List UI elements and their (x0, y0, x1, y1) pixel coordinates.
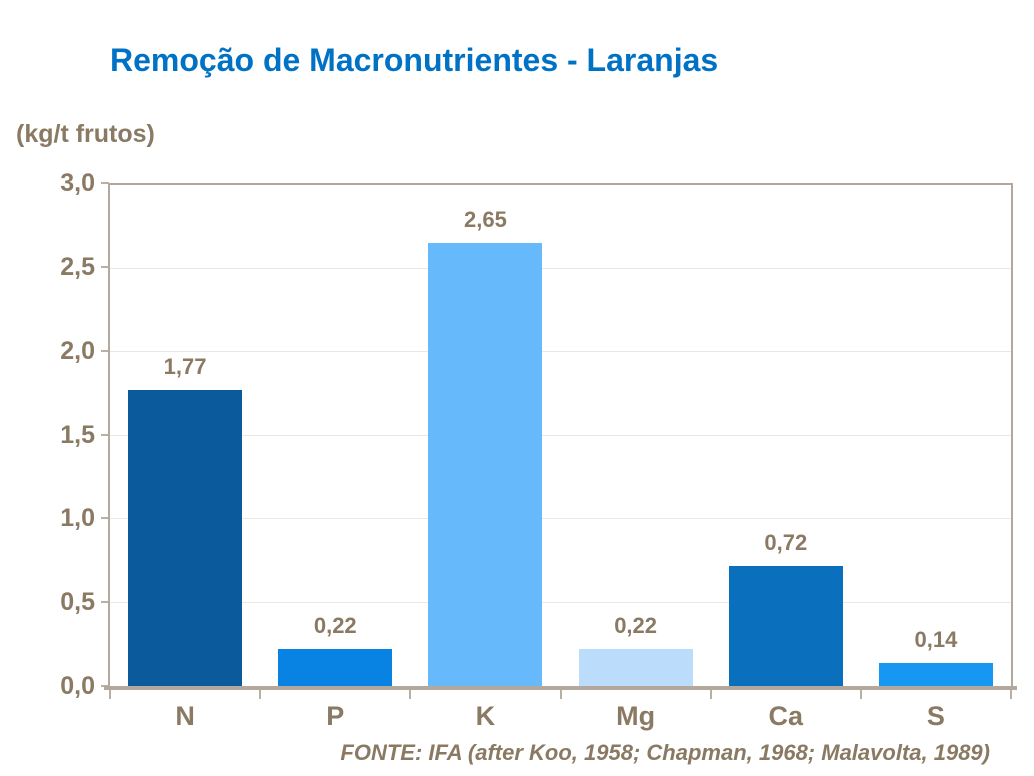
x-category-label-Ca: Ca (768, 701, 803, 731)
gridline-1,5 (110, 434, 1011, 436)
x-tick-mark-3 (559, 690, 562, 699)
bar-S (878, 662, 993, 686)
x-category-label-Mg: Mg (616, 701, 656, 731)
gridline-2,5 (110, 267, 1011, 269)
bar-slot-Mg: 0,22 (561, 185, 711, 686)
gridline-0,5 (110, 601, 1011, 603)
y-tick-mark-2,5 (101, 265, 109, 268)
bar-value-label-Mg: 0,22 (614, 613, 658, 639)
y-tick-mark-2,0 (101, 349, 109, 352)
bars-layer: 1,77 0,22 2,65 0,22 0,72 0,14 (110, 185, 1011, 686)
y-tick-mark-3,0 (101, 182, 109, 184)
gridline-2,0 (110, 351, 1011, 352)
x-tick-mark-6 (1010, 690, 1012, 699)
bar-value-label-S: 0,14 (914, 626, 958, 652)
x-tick-mark-2 (409, 690, 412, 699)
source-note: FONTE: IFA (after Koo, 1958; Chapman, 19… (340, 740, 990, 765)
bar-slot-P: 0,22 (260, 185, 410, 686)
y-tick-label-1,0: 1,0 (60, 504, 95, 533)
y-axis-units-label: (kg/t frutos) (16, 120, 155, 148)
chart-title: Remoção de Macronutrientes - Laranjas (110, 42, 719, 78)
gridline-1,0 (110, 518, 1011, 519)
x-tick-mark-5 (859, 690, 862, 699)
y-tick-label-1,5: 1,5 (60, 420, 95, 449)
x-category-label-N: N (175, 701, 195, 731)
bar-slot-K: 2,65 (410, 185, 560, 686)
x-tick-mark-4 (709, 690, 712, 699)
x-category-label-K: K (475, 701, 496, 731)
bar-Mg (578, 649, 693, 686)
bar-value-label-P: 0,22 (313, 613, 357, 639)
bar-value-label-N: 1,77 (163, 354, 207, 380)
plot-area: 1,77 0,22 2,65 0,22 0,72 0,14 (108, 183, 1013, 688)
bar-value-label-Ca: 0,72 (764, 529, 808, 555)
y-tick-label-2,0: 2,0 (60, 336, 95, 365)
y-tick-label-0,0: 0,0 (60, 672, 95, 700)
bar-Ca (728, 565, 843, 686)
bar-value-label-K: 2,65 (464, 207, 507, 233)
y-tick-mark-1,5 (101, 433, 109, 436)
x-category-label-P: P (326, 701, 345, 731)
y-tick-label-2,5: 2,5 (60, 252, 95, 281)
x-tick-mark-1 (259, 690, 262, 699)
x-category-label-S: S (926, 701, 945, 731)
bar-slot-S: 0,14 (861, 185, 1011, 686)
bar-slot-Ca: 0,72 (711, 185, 861, 686)
bar-slot-N: 1,77 (110, 185, 260, 686)
x-tick-mark-0 (109, 690, 111, 699)
y-tick-mark-0,5 (101, 601, 109, 604)
y-tick-label-0,5: 0,5 (60, 588, 95, 617)
bar-P (278, 649, 393, 686)
bar-N (128, 390, 243, 686)
bar-K (428, 243, 543, 686)
y-tick-mark-1,0 (101, 517, 109, 520)
x-axis-line (104, 686, 1017, 690)
y-tick-label-3,0: 3,0 (60, 169, 95, 197)
